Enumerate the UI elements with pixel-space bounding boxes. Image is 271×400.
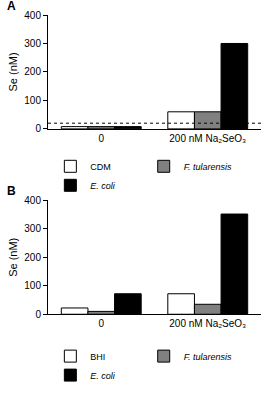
svg-text:200 nM Na₂SeO₃: 200 nM Na₂SeO₃ [169,133,246,144]
svg-text:BHI: BHI [90,352,105,362]
svg-text:100: 100 [24,95,41,106]
svg-text:Se (nM): Se (nM) [7,238,19,277]
svg-text:Se (nM): Se (nM) [7,52,19,91]
svg-text:0: 0 [35,309,41,320]
svg-text:0: 0 [98,133,104,144]
svg-text:400: 400 [24,10,41,21]
svg-text:CDM: CDM [90,162,111,172]
svg-text:200 nM Na₂SeO₃: 200 nM Na₂SeO₃ [169,318,246,329]
svg-text:300: 300 [24,38,41,49]
svg-text:B: B [7,184,16,198]
svg-text:0: 0 [35,123,41,134]
svg-text:200: 200 [24,252,41,263]
svg-text:300: 300 [24,223,41,234]
svg-text:F. tularensis: F. tularensis [184,352,232,362]
svg-text:400: 400 [24,195,41,206]
svg-text:A: A [7,0,16,13]
svg-text:E. coli: E. coli [90,371,116,381]
svg-text:F. tularensis: F. tularensis [184,162,232,172]
svg-text:0: 0 [98,318,104,329]
svg-text:100: 100 [24,280,41,291]
svg-text:200: 200 [24,66,41,77]
svg-text:E. coli: E. coli [90,181,116,191]
